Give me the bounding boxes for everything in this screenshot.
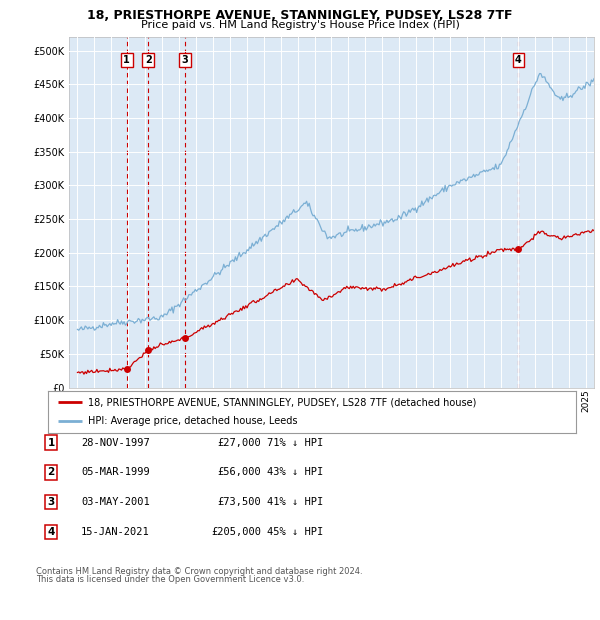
Text: 2: 2 [47,467,55,477]
Text: 71% ↓ HPI: 71% ↓ HPI [267,438,323,448]
Text: 28-NOV-1997: 28-NOV-1997 [81,438,150,448]
Text: £56,000: £56,000 [217,467,261,477]
Text: 1: 1 [47,438,55,448]
Text: 1: 1 [124,55,130,65]
Text: £205,000: £205,000 [211,527,261,537]
Text: Contains HM Land Registry data © Crown copyright and database right 2024.: Contains HM Land Registry data © Crown c… [36,567,362,577]
Text: £27,000: £27,000 [217,438,261,448]
Text: 45% ↓ HPI: 45% ↓ HPI [267,527,323,537]
Text: 2: 2 [145,55,152,65]
Text: HPI: Average price, detached house, Leeds: HPI: Average price, detached house, Leed… [88,416,297,426]
Text: This data is licensed under the Open Government Licence v3.0.: This data is licensed under the Open Gov… [36,575,304,585]
Text: 15-JAN-2021: 15-JAN-2021 [81,527,150,537]
Text: 43% ↓ HPI: 43% ↓ HPI [267,467,323,477]
Text: £73,500: £73,500 [217,497,261,507]
Text: 18, PRIESTHORPE AVENUE, STANNINGLEY, PUDSEY, LS28 7TF (detached house): 18, PRIESTHORPE AVENUE, STANNINGLEY, PUD… [88,397,476,407]
Text: 4: 4 [515,55,522,65]
Text: 18, PRIESTHORPE AVENUE, STANNINGLEY, PUDSEY, LS28 7TF: 18, PRIESTHORPE AVENUE, STANNINGLEY, PUD… [87,9,513,22]
Text: 41% ↓ HPI: 41% ↓ HPI [267,497,323,507]
Text: 3: 3 [181,55,188,65]
Text: 3: 3 [47,497,55,507]
Text: 4: 4 [47,527,55,537]
Text: Price paid vs. HM Land Registry's House Price Index (HPI): Price paid vs. HM Land Registry's House … [140,20,460,30]
Text: 03-MAY-2001: 03-MAY-2001 [81,497,150,507]
Text: 05-MAR-1999: 05-MAR-1999 [81,467,150,477]
